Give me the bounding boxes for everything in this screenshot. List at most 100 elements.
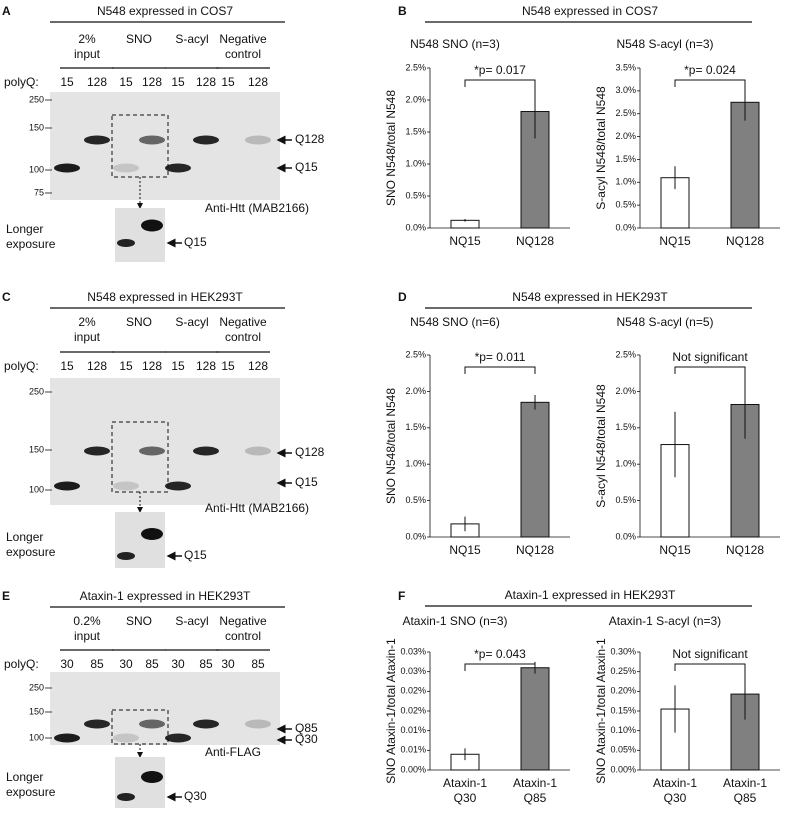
band	[117, 239, 135, 247]
band-label: Q15	[295, 475, 318, 489]
inset-label: exposure	[6, 237, 56, 251]
band-label: Q30	[295, 732, 318, 746]
inset-label: exposure	[6, 545, 56, 559]
y-tick-label: 0.25%	[610, 666, 636, 676]
lane-header: Negative	[219, 614, 267, 628]
inset-band-label: Q15	[184, 235, 207, 249]
polyq: 15	[221, 75, 235, 89]
bar	[520, 667, 550, 771]
antibody: Anti-Htt (MAB2166)	[205, 201, 309, 215]
band	[84, 446, 110, 456]
polyq: 128	[196, 75, 216, 89]
polyq: 30	[60, 657, 74, 671]
y-tick-label: 3.0%	[615, 85, 636, 95]
lane-header: S-acyl	[175, 32, 208, 46]
y-tick-label: 0.30%	[610, 646, 636, 656]
chart-title: Ataxin-1 S-acyl (n=3)	[609, 614, 721, 628]
y-tick-label: 0.03%	[400, 666, 426, 676]
antibody: Anti-FLAG	[205, 745, 261, 759]
polyq: 30	[119, 657, 133, 671]
chart-title: Ataxin-1 SNO (n=3)	[402, 614, 507, 628]
band	[139, 135, 165, 145]
chart-title: N548 S-acyl (n=5)	[616, 315, 713, 329]
x-tick-label: Ataxin-1	[723, 776, 767, 790]
y-tick-label: 0.03%	[400, 646, 426, 656]
polyq: 15	[171, 359, 185, 373]
y-tick-label: 1.0%	[615, 177, 636, 187]
band	[141, 528, 163, 540]
inset	[115, 208, 165, 262]
gel	[50, 92, 280, 200]
y-tick-label: 2.5%	[405, 349, 426, 359]
band-label: Q15	[295, 160, 318, 174]
bar	[520, 401, 550, 538]
y-axis-label: SNO Ataxin-1/total Ataxin-1	[594, 638, 608, 784]
panel-label: C	[2, 290, 11, 304]
annotation: *p= 0.024	[684, 63, 736, 77]
bracket	[464, 663, 536, 671]
band	[113, 481, 139, 491]
y-tick-label: 3.5%	[615, 62, 636, 72]
lane-header: input	[74, 47, 101, 61]
y-tick-label: 0.0%	[615, 531, 636, 541]
band	[54, 163, 80, 173]
panel-label: D	[398, 290, 407, 304]
y-tick-label: 1.5%	[405, 126, 426, 136]
lane-header: SNO	[126, 32, 152, 46]
polyq-label: polyQ:	[4, 75, 39, 89]
x-tick-label: NQ15	[449, 234, 481, 248]
polyq: 128	[142, 359, 162, 373]
blot-title: Ataxin-1 expressed in HEK293T	[80, 589, 251, 603]
panel-label: F	[398, 589, 405, 603]
lane-header: Negative	[219, 315, 267, 329]
marker: 250	[29, 94, 44, 104]
y-axis-label: S-acyl N548/total N548	[594, 86, 608, 210]
band	[165, 163, 191, 173]
y-tick-label: 2.0%	[615, 131, 636, 141]
inset-band-label: Q30	[184, 789, 207, 803]
x-tick-label: Q85	[734, 791, 757, 805]
polyq: 128	[248, 359, 268, 373]
y-tick-label: 0.5%	[405, 190, 426, 200]
y-tick-label: 0.5%	[615, 200, 636, 210]
y-tick-label: 0.02%	[400, 705, 426, 715]
y-tick-label: 2.0%	[405, 94, 426, 104]
inset-label: exposure	[6, 785, 56, 799]
polyq: 30	[171, 657, 185, 671]
polyq-label: polyQ:	[4, 657, 39, 671]
polyq: 128	[87, 359, 107, 373]
annotation: *p= 0.017	[474, 63, 526, 77]
annotation: Not significant	[672, 647, 748, 661]
band	[165, 481, 191, 491]
band	[141, 771, 163, 783]
y-tick-label: 0.20%	[610, 686, 636, 696]
antibody: Anti-Htt (MAB2166)	[205, 501, 309, 515]
polyq: 128	[248, 75, 268, 89]
y-tick-label: 0.01%	[400, 725, 426, 735]
band	[245, 446, 271, 456]
x-tick-label: NQ15	[659, 543, 691, 557]
x-tick-label: NQ128	[516, 234, 554, 248]
band	[113, 733, 139, 743]
y-axis-label: S-acyl N548/total N548	[594, 384, 608, 508]
lane-header: 2%	[78, 32, 96, 46]
lane-header: SNO	[126, 614, 152, 628]
polyq: 15	[119, 359, 133, 373]
y-tick-label: 1.0%	[405, 459, 426, 469]
lane-header: control	[225, 47, 261, 61]
band	[165, 733, 191, 743]
polyq: 15	[171, 75, 185, 89]
bracket	[464, 366, 536, 374]
bracket	[674, 79, 746, 87]
marker: 150	[29, 122, 44, 132]
polyq: 85	[199, 657, 213, 671]
marker: 250	[29, 386, 44, 396]
lane-header: control	[225, 629, 261, 643]
polyq-label: polyQ:	[4, 359, 39, 373]
lane-header: SNO	[126, 315, 152, 329]
gel	[50, 378, 280, 505]
y-tick-label: 0.00%	[610, 764, 636, 774]
y-tick-label: 0.0%	[405, 531, 426, 541]
band	[117, 552, 135, 560]
x-tick-label: NQ128	[516, 543, 554, 557]
